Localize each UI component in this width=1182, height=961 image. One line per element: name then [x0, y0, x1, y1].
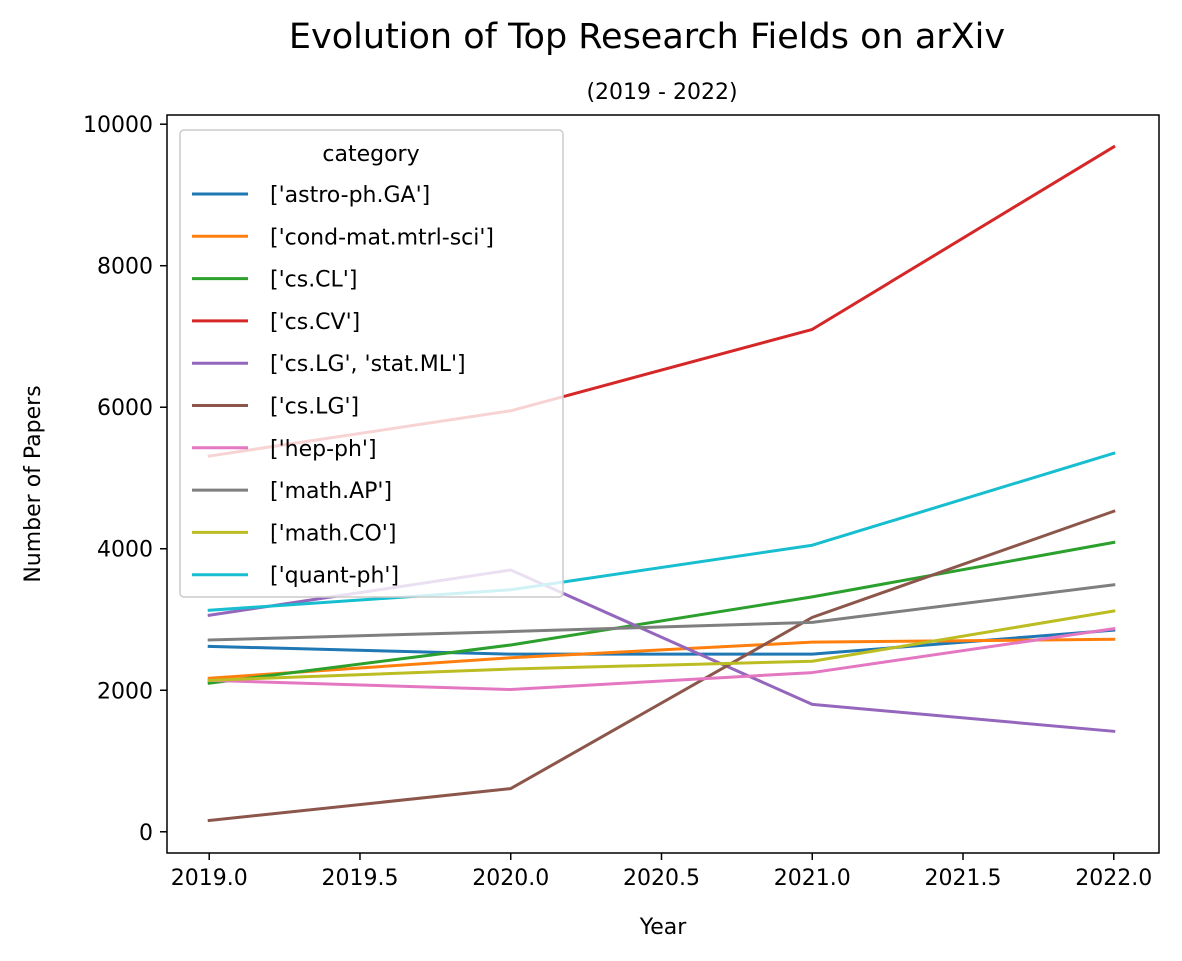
y-tick-label: 10000	[83, 113, 153, 138]
y-axis-label: Number of Papers	[21, 385, 46, 582]
series-line-1	[207, 637, 1116, 680]
x-tick-label: 2022.0	[1075, 866, 1152, 891]
y-tick-label: 2000	[97, 679, 153, 704]
series-line-9	[207, 451, 1116, 612]
series-line-8	[207, 609, 1116, 682]
x-tick-label: 2019.5	[321, 866, 398, 891]
x-tick-label: 2019.0	[171, 866, 248, 891]
x-tick-label: 2020.5	[623, 866, 700, 891]
legend-entries: ['astro-ph.GA'] ['cond-mat.mtrl-sci'] ['cs…	[192, 183, 494, 589]
y-tick-label: 8000	[97, 255, 153, 280]
plot-area-frame	[166, 114, 1160, 854]
legend-label-9: ['quant-ph']	[270, 564, 399, 589]
y-axis: 0 2000 4000 6000 8000 10000	[83, 113, 167, 846]
legend-label-2: ['cs.CL']	[270, 268, 357, 293]
legend-box	[179, 129, 564, 598]
x-tick-label: 2020.0	[472, 866, 549, 891]
y-tick-label: 6000	[97, 396, 153, 421]
series-line-6	[207, 626, 1116, 692]
legend-label-6: ['hep-ph']	[270, 437, 377, 462]
y-tick-label: 0	[139, 821, 153, 846]
legend-label-5: ['cs.LG']	[270, 395, 359, 420]
legend-label-1: ['cond-mat.mtrl-sci']	[270, 225, 494, 250]
y-tick-label: 4000	[97, 538, 153, 563]
series-line-7	[207, 583, 1116, 642]
legend-title: category	[322, 142, 419, 167]
x-axis-label: Year	[639, 915, 688, 940]
chart-title: Evolution of Top Research Fields on arXi…	[289, 17, 1005, 57]
x-tick-label: 2021.5	[925, 866, 1002, 891]
series-line-5	[207, 509, 1116, 823]
legend-label-4: ['cs.LG', 'stat.ML']	[270, 352, 466, 377]
legend-label-0: ['astro-ph.GA']	[270, 183, 430, 208]
legend: category ['astro-ph.GA'] ['cond-mat.mtrl-…	[179, 129, 564, 598]
legend-label-7: ['math.AP']	[270, 479, 392, 504]
x-axis: 2019.0 2019.5 2020.0 2020.5 2021.0 2021.5 2022…	[171, 853, 1152, 891]
legend-label-3: ['cs.CV']	[270, 310, 360, 335]
x-tick-label: 2021.0	[774, 866, 851, 891]
chart-subtitle: (2019 - 2022)	[586, 80, 737, 105]
series-line-2	[207, 540, 1116, 685]
legend-label-8: ['math.CO']	[270, 521, 396, 546]
